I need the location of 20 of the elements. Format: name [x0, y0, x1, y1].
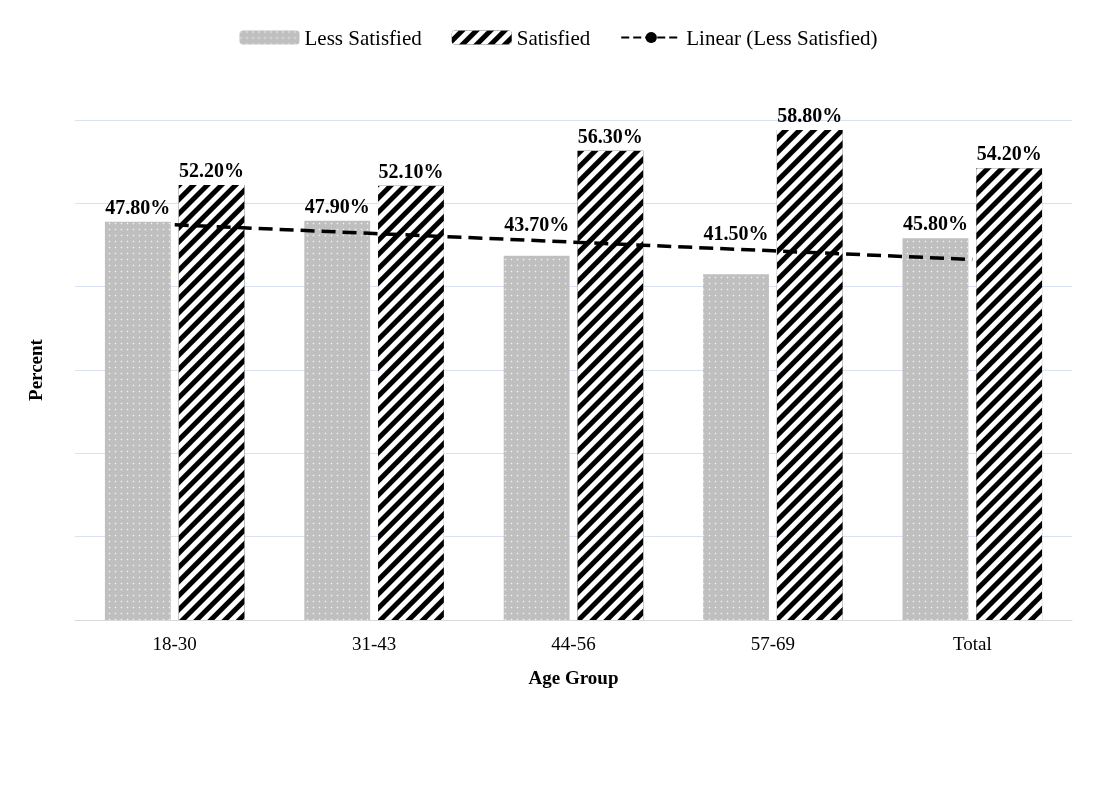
legend-label: Less Satisfied	[304, 25, 423, 50]
y-axis-title: Percent	[25, 338, 46, 401]
data-label: 45.80%	[902, 212, 968, 235]
data-label: 47.90%	[304, 194, 370, 217]
data-label: 58.80%	[777, 104, 843, 126]
data-label: 41.50%	[703, 221, 769, 244]
x-tick-label: 18-30	[152, 633, 197, 654]
x-tick-label: 57-69	[750, 633, 796, 654]
legend-label: Linear (Less Satisfied)	[686, 25, 878, 50]
data-label: 56.30%	[577, 124, 643, 147]
x-axis-title: Age Group	[528, 667, 619, 688]
x-tick-label: 44-56	[551, 633, 596, 654]
data-label: 43.70%	[504, 213, 570, 236]
x-tick-label: 31-43	[351, 633, 397, 654]
data-label: 52.10%	[378, 159, 444, 182]
data-label: 52.20%	[179, 159, 245, 181]
data-label: 54.20%	[976, 142, 1042, 165]
legend-label: Satisfied	[516, 25, 591, 50]
data-label: 47.80%	[105, 195, 171, 218]
x-tick-label: Total	[952, 633, 992, 654]
